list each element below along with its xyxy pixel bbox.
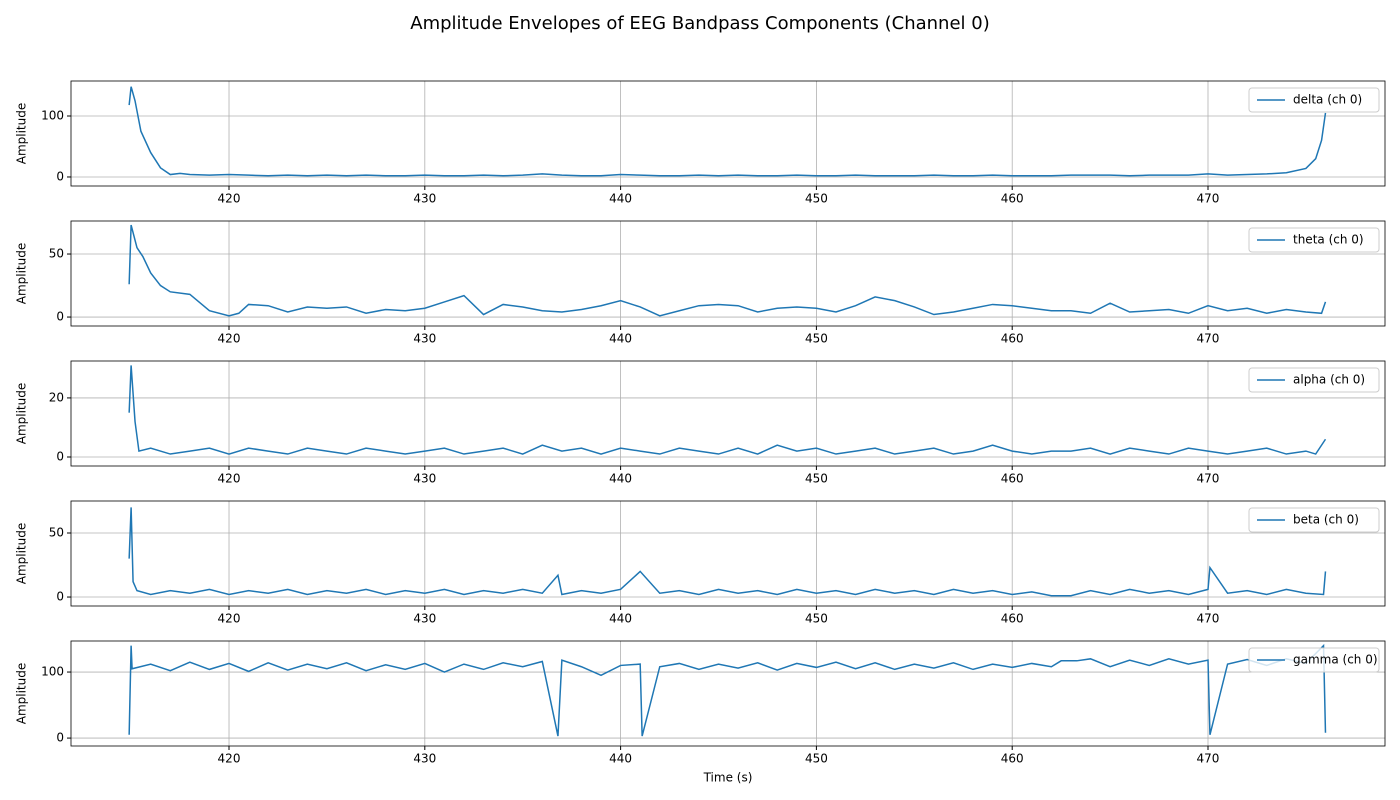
axes-frame [70,640,1386,747]
x-tick-label: 460 [1001,752,1024,766]
y-tick-label: 100 [41,109,64,123]
x-tick-label: 470 [1197,612,1220,626]
x-tick-label: 470 [1197,332,1220,346]
y-axis-label: Amplitude [15,103,29,165]
x-axis-label: Time (s) [703,771,753,785]
data-line [128,643,1327,737]
data-line [128,224,1327,317]
x-tick-label: 450 [805,332,828,346]
x-tick-label: 430 [413,192,436,206]
x-tick-label: 430 [413,752,436,766]
axes-frame [70,220,1386,327]
legend-box [1248,227,1380,253]
x-tick-label: 460 [1001,332,1024,346]
y-tick-label: 0 [56,169,64,183]
legend-box [1248,367,1380,393]
y-axis-label: Amplitude [15,523,29,585]
y-axis-label: Amplitude [15,663,29,725]
axes-frame [70,360,1386,467]
x-tick-label: 460 [1001,472,1024,486]
x-tick-label: 440 [609,332,632,346]
x-tick-label: 460 [1001,192,1024,206]
axes-frame [70,80,1386,187]
x-tick-label: 420 [218,472,241,486]
data-line [128,365,1327,455]
x-tick-label: 470 [1197,192,1220,206]
x-tick-label: 440 [609,192,632,206]
legend-label: alpha (ch 0) [1293,373,1365,387]
axes-frame [70,500,1386,607]
y-tick-label: 100 [41,665,64,679]
x-tick-label: 470 [1197,752,1220,766]
x-tick-label: 450 [805,612,828,626]
x-tick-label: 420 [218,192,241,206]
x-tick-label: 420 [218,612,241,626]
x-tick-label: 440 [609,472,632,486]
y-tick-label: 0 [56,731,64,745]
data-line [128,507,1327,597]
legend-box [1248,87,1380,113]
x-tick-label: 440 [609,612,632,626]
figure-title: Amplitude Envelopes of EEG Bandpass Comp… [410,13,989,34]
legend-box [1248,647,1380,673]
legend-label: theta (ch 0) [1293,233,1364,247]
x-tick-label: 450 [805,192,828,206]
legend-label: delta (ch 0) [1293,93,1362,107]
y-axis-label: Amplitude [15,383,29,445]
legend-label: beta (ch 0) [1293,513,1359,527]
x-tick-label: 430 [413,472,436,486]
x-tick-label: 420 [218,332,241,346]
x-tick-label: 460 [1001,612,1024,626]
y-tick-label: 20 [49,390,64,404]
y-axis-label: Amplitude [15,243,29,305]
legend-box [1248,507,1380,533]
x-tick-label: 450 [805,472,828,486]
x-tick-label: 430 [413,612,436,626]
y-tick-label: 50 [49,526,64,540]
x-tick-label: 440 [609,752,632,766]
y-tick-label: 0 [56,449,64,463]
data-line [128,86,1327,177]
y-tick-label: 0 [56,310,64,324]
legend-label: gamma (ch 0) [1293,653,1378,667]
x-tick-label: 420 [218,752,241,766]
y-tick-label: 0 [56,590,64,604]
x-tick-label: 470 [1197,472,1220,486]
x-tick-label: 430 [413,332,436,346]
x-tick-label: 450 [805,752,828,766]
y-tick-label: 50 [49,247,64,261]
